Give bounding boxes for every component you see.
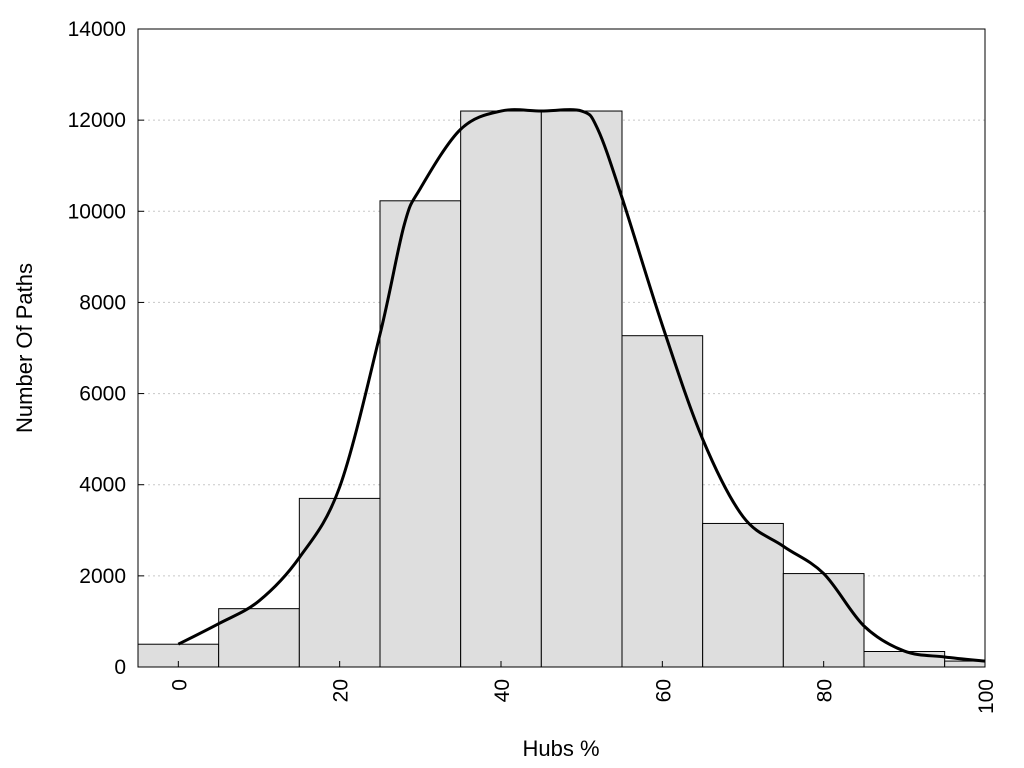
histogram-bar xyxy=(460,110,542,668)
x-tick-label: 0 xyxy=(168,679,191,691)
y-tick-label: 4000 xyxy=(79,474,126,497)
y-tick-label: 8000 xyxy=(79,291,126,314)
density-curve xyxy=(177,108,986,663)
x-tick-label: 100 xyxy=(975,679,998,714)
histogram-bar xyxy=(702,522,784,668)
y-tick-label: 0 xyxy=(114,656,126,679)
y-tick-label: 14000 xyxy=(68,18,126,41)
histogram-bar xyxy=(863,651,946,668)
histogram-bar xyxy=(782,573,865,668)
histogram-bar xyxy=(621,335,704,668)
y-axis-title: Number Of Paths xyxy=(12,263,37,433)
x-tick-label: 20 xyxy=(330,679,353,702)
histogram-bars xyxy=(137,110,986,668)
x-tick-label: 40 xyxy=(491,679,514,702)
x-tick-label: 60 xyxy=(652,679,675,702)
histogram-bar xyxy=(379,200,462,668)
y-tick-label: 6000 xyxy=(79,383,126,406)
x-axis-title: Hubs % xyxy=(522,736,599,761)
histogram-bar xyxy=(540,110,623,668)
plot-frame xyxy=(137,28,986,668)
density-curve-layer xyxy=(177,108,986,663)
y-tick-label: 10000 xyxy=(68,200,126,223)
x-tick-label: 80 xyxy=(814,679,837,702)
y-tick-label: 2000 xyxy=(79,565,126,588)
y-tick-label: 12000 xyxy=(68,109,126,132)
y-axis-ticks: 0 2000 4000 6000 8000 10000 12000 14000 xyxy=(68,18,144,679)
x-axis-ticks: 0 20 40 60 80 100 xyxy=(168,661,998,714)
histogram-bar xyxy=(298,497,381,668)
